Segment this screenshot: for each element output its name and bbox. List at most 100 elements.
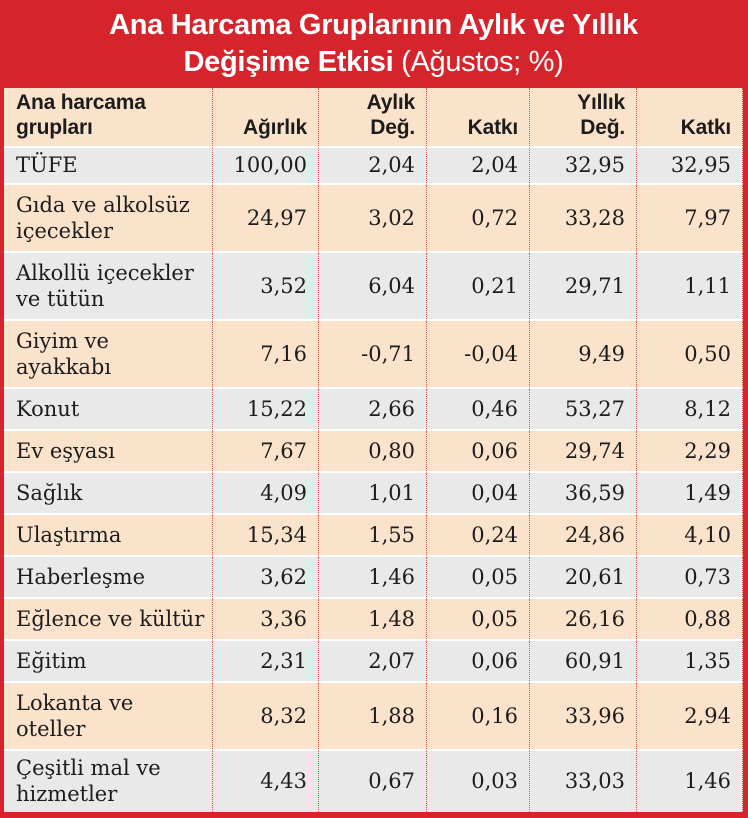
row-label: Ulaştırma — [4, 515, 213, 557]
table-row-alkollu: Alkollü içecekler ve tütün 3,52 6,04 0,2… — [4, 253, 743, 321]
cell-annual-contribution: 1,11 — [637, 253, 743, 321]
cell-annual-contribution: 4,10 — [637, 515, 743, 557]
title-bar: Ana Harcama Gruplarının Aylık ve Yıllık … — [4, 0, 743, 88]
table-row-cesitli: Çeşitli mal ve hizmetler 4,43 0,67 0,03 … — [4, 751, 743, 812]
cell-annual-change: 29,71 — [530, 253, 637, 321]
title-line2-bold: Değişime Etkisi — [183, 46, 394, 78]
cell-monthly-change: 6,04 — [319, 253, 427, 321]
cell-monthly-contribution: 0,04 — [427, 473, 530, 515]
col-header-monthly-change: Aylık Değ. — [319, 88, 427, 148]
cell-monthly-contribution: 0,46 — [427, 389, 530, 431]
cell-monthly-contribution: 0,24 — [427, 515, 530, 557]
row-label: Alkollü içecekler ve tütün — [4, 253, 213, 321]
cell-monthly-contribution: 0,06 — [427, 641, 530, 683]
title-line2: Değişime Etkisi (Ağustos; %) — [183, 44, 563, 81]
cell-annual-contribution: 2,94 — [637, 683, 743, 751]
row-label: Çeşitli mal ve hizmetler — [4, 751, 213, 812]
cell-annual-change: 60,91 — [530, 641, 637, 683]
cell-monthly-change: 1,48 — [319, 599, 427, 641]
row-label: Gıda ve alkolsüz içecekler — [4, 185, 213, 253]
row-label: Sağlık — [4, 473, 213, 515]
cell-weight: 100,00 — [213, 148, 319, 185]
cell-annual-change: 20,61 — [530, 557, 637, 599]
cell-annual-contribution: 1,46 — [637, 751, 743, 812]
title-line1: Ana Harcama Gruplarının Aylık ve Yıllık — [109, 9, 638, 41]
cell-weight: 3,36 — [213, 599, 319, 641]
cell-annual-change: 24,86 — [530, 515, 637, 557]
cell-monthly-change: 2,66 — [319, 389, 427, 431]
table-row-tufe: TÜFE 100,00 2,04 2,04 32,95 32,95 — [4, 148, 743, 185]
cell-monthly-contribution: 0,03 — [427, 751, 530, 812]
cell-weight: 4,43 — [213, 751, 319, 812]
cell-monthly-change: 2,04 — [319, 148, 427, 185]
cell-weight: 24,97 — [213, 185, 319, 253]
table-row-konut: Konut 15,22 2,66 0,46 53,27 8,12 — [4, 389, 743, 431]
cell-annual-contribution: 7,97 — [637, 185, 743, 253]
cell-weight: 4,09 — [213, 473, 319, 515]
cell-annual-change: 33,96 — [530, 683, 637, 751]
cell-annual-change: 32,95 — [530, 148, 637, 185]
cell-annual-contribution: 2,29 — [637, 431, 743, 473]
table-row-egitim: Eğitim 2,31 2,07 0,06 60,91 1,35 — [4, 641, 743, 683]
col-header-group: Ana harcama grupları — [4, 88, 213, 148]
title-line2-subtitle: (Ağustos; %) — [393, 46, 564, 78]
cell-monthly-contribution: 0,06 — [427, 431, 530, 473]
table-header: Ana harcama grupları Ağırlık Aylık Değ. … — [4, 88, 743, 148]
expenditure-table: Ana harcama grupları Ağırlık Aylık Değ. … — [4, 88, 743, 812]
cell-monthly-change: 3,02 — [319, 185, 427, 253]
cell-weight: 7,67 — [213, 431, 319, 473]
col-header-annual-change: Yıllık Değ. — [530, 88, 637, 148]
cell-annual-contribution: 0,73 — [637, 557, 743, 599]
cell-monthly-contribution: -0,04 — [427, 321, 530, 389]
cell-monthly-contribution: 0,16 — [427, 683, 530, 751]
table-row-gida: Gıda ve alkolsüz içecekler 24,97 3,02 0,… — [4, 185, 743, 253]
cell-monthly-contribution: 0,05 — [427, 599, 530, 641]
table-row-lokanta: Lokanta ve oteller 8,32 1,88 0,16 33,96 … — [4, 683, 743, 751]
row-label: Ev eşyası — [4, 431, 213, 473]
row-label: Haberleşme — [4, 557, 213, 599]
table-row-giyim: Giyim ve ayakkabı 7,16 -0,71 -0,04 9,49 … — [4, 321, 743, 389]
row-label: TÜFE — [4, 148, 213, 185]
cell-monthly-change: 1,55 — [319, 515, 427, 557]
cell-weight: 15,22 — [213, 389, 319, 431]
cell-annual-change: 9,49 — [530, 321, 637, 389]
row-label: Giyim ve ayakkabı — [4, 321, 213, 389]
cell-annual-contribution: 0,88 — [637, 599, 743, 641]
cell-monthly-contribution: 0,21 — [427, 253, 530, 321]
table-row-haberlesme: Haberleşme 3,62 1,46 0,05 20,61 0,73 — [4, 557, 743, 599]
cell-annual-change: 33,03 — [530, 751, 637, 812]
header-row: Ana harcama grupları Ağırlık Aylık Değ. … — [4, 88, 743, 148]
cell-weight: 2,31 — [213, 641, 319, 683]
cell-monthly-change: 1,88 — [319, 683, 427, 751]
cell-annual-change: 36,59 — [530, 473, 637, 515]
cell-annual-contribution: 8,12 — [637, 389, 743, 431]
cell-monthly-change: 1,01 — [319, 473, 427, 515]
row-label: Eğitim — [4, 641, 213, 683]
col-header-annual-contribution: Katkı — [637, 88, 743, 148]
table-row-ev-esyasi: Ev eşyası 7,67 0,80 0,06 29,74 2,29 — [4, 431, 743, 473]
col-header-monthly-contribution: Katkı — [427, 88, 530, 148]
cell-annual-change: 33,28 — [530, 185, 637, 253]
cell-monthly-contribution: 2,04 — [427, 148, 530, 185]
cell-annual-change: 29,74 — [530, 431, 637, 473]
cell-monthly-contribution: 0,05 — [427, 557, 530, 599]
cell-monthly-contribution: 0,72 — [427, 185, 530, 253]
cell-weight: 7,16 — [213, 321, 319, 389]
table-row-ulastirma: Ulaştırma 15,34 1,55 0,24 24,86 4,10 — [4, 515, 743, 557]
row-label: Lokanta ve oteller — [4, 683, 213, 751]
cell-weight: 8,32 — [213, 683, 319, 751]
cell-weight: 15,34 — [213, 515, 319, 557]
table-row-eglence: Eğlence ve kültür 3,36 1,48 0,05 26,16 0… — [4, 599, 743, 641]
cell-weight: 3,62 — [213, 557, 319, 599]
cell-monthly-change: 2,07 — [319, 641, 427, 683]
cell-annual-change: 53,27 — [530, 389, 637, 431]
cell-monthly-change: 1,46 — [319, 557, 427, 599]
table-body: TÜFE 100,00 2,04 2,04 32,95 32,95 Gıda v… — [4, 148, 743, 812]
cell-annual-contribution: 32,95 — [637, 148, 743, 185]
row-label: Konut — [4, 389, 213, 431]
cell-annual-contribution: 1,35 — [637, 641, 743, 683]
cell-annual-contribution: 0,50 — [637, 321, 743, 389]
cell-annual-contribution: 1,49 — [637, 473, 743, 515]
col-header-weight: Ağırlık — [213, 88, 319, 148]
